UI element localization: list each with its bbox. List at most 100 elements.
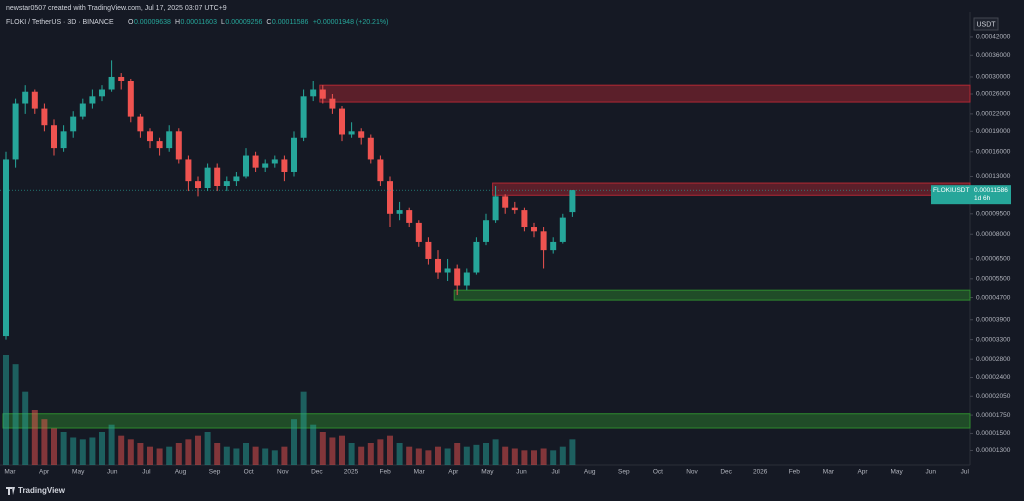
zone: [492, 182, 971, 196]
volume-bar: [300, 391, 307, 465]
x-tick-label: Jul: [142, 469, 151, 476]
y-tick-label: 0.00001500: [976, 430, 1011, 437]
price-label-value: 0.00011586: [974, 187, 1008, 194]
x-tick-label: Mar: [4, 469, 16, 476]
volume-bar: [223, 446, 230, 465]
x-tick-label: Dec: [720, 469, 732, 476]
candle-body: [329, 98, 336, 109]
volume-bar: [473, 444, 480, 465]
candle-body: [291, 137, 297, 172]
volume-bar: [262, 448, 269, 465]
volume-bar: [51, 428, 57, 465]
volume-bar: [89, 437, 96, 465]
volume-bar: [3, 355, 9, 465]
volume-bar: [108, 424, 115, 465]
volume-bar: [147, 446, 153, 465]
candle-body: [377, 159, 384, 182]
candle-body: [435, 258, 441, 273]
volume-bar: [281, 446, 288, 465]
x-tick-label: Jul: [551, 469, 560, 476]
volume-bar: [502, 446, 509, 465]
candle-body: [243, 155, 249, 177]
x-tick-label: Oct: [244, 469, 254, 476]
candle-body: [300, 96, 307, 138]
x-tick-label: Feb: [789, 469, 801, 476]
y-tick-label: 0.00001300: [976, 447, 1011, 454]
candle-body: [550, 241, 557, 251]
candle-body: [41, 108, 48, 126]
volume-bar: [252, 446, 259, 465]
candle-body: [569, 190, 576, 213]
volume-bar: [79, 439, 86, 465]
volume-bar: [185, 439, 192, 465]
volume-bar: [415, 448, 422, 465]
candle-body: [454, 268, 461, 286]
candle-body: [406, 210, 413, 223]
volume-bar: [569, 439, 576, 465]
candle-body: [31, 91, 38, 109]
candle-body: [473, 241, 480, 273]
x-tick-label: Feb: [379, 469, 391, 476]
candle-body: [358, 131, 365, 138]
candle-body: [511, 207, 518, 211]
volume-bar: [60, 432, 67, 465]
volume-bar: [435, 446, 441, 465]
volume-bar: [463, 446, 470, 465]
x-tick-label: Jun: [516, 469, 527, 476]
legend-key: C: [266, 19, 271, 26]
volume-bar: [396, 443, 403, 465]
x-tick-label: Nov: [686, 469, 698, 476]
candle-body: [348, 131, 355, 135]
y-tick-label: 0.00003300: [976, 336, 1011, 343]
volume-bar: [521, 450, 528, 465]
candle-body: [444, 268, 451, 273]
candle-body: [166, 131, 173, 149]
volume-bar: [348, 443, 355, 465]
volume-bar: [406, 446, 413, 465]
x-tick-label: Oct: [653, 469, 663, 476]
volume-bar: [377, 439, 384, 465]
x-tick-label: Jun: [925, 469, 936, 476]
candle-body: [559, 217, 566, 242]
candle-body: [319, 89, 326, 99]
volume-bar: [483, 443, 489, 465]
legend-key: H: [175, 19, 180, 26]
volume-bar: [271, 450, 278, 465]
candle-body: [12, 103, 19, 160]
candle-body: [262, 163, 269, 168]
candle-body: [79, 103, 86, 117]
x-tick-label: Mar: [823, 469, 835, 476]
y-tick-label: 0.00005500: [976, 276, 1011, 283]
price-label-box: [931, 185, 1011, 205]
candle-body: [252, 155, 259, 168]
candle-body: [175, 131, 182, 160]
x-tick-label: Aug: [175, 469, 187, 476]
zone: [453, 289, 971, 301]
legend-value: 0.00011586: [272, 19, 309, 26]
candle-body: [415, 222, 422, 242]
brand: TradingView: [18, 486, 66, 495]
volume-bar: [291, 419, 297, 465]
volume-bar: [214, 443, 221, 465]
volume-bar: [233, 448, 240, 465]
candle-body: [3, 159, 9, 337]
x-tick-label: Dec: [311, 469, 323, 476]
candle-body: [223, 181, 230, 186]
x-tick-label: Apr: [39, 469, 50, 476]
x-tick-label: Jul: [961, 469, 970, 476]
chart-title: FLOKI / TetherUS · 3D · BINANCE: [6, 19, 114, 26]
volume-bar: [550, 450, 557, 465]
volume-bar: [367, 443, 374, 465]
y-tick-label: 0.00030000: [976, 74, 1011, 81]
zone: [2, 413, 971, 429]
price-label-symbol: FLOKIUSDT: [933, 187, 970, 194]
x-tick-label: May: [481, 469, 494, 476]
legend-key: O: [128, 19, 134, 26]
volume-bar: [70, 437, 77, 465]
legend-key: L: [221, 19, 225, 26]
candle-body: [137, 116, 144, 132]
x-tick-label: Apr: [448, 469, 459, 476]
candle-body: [463, 272, 470, 286]
